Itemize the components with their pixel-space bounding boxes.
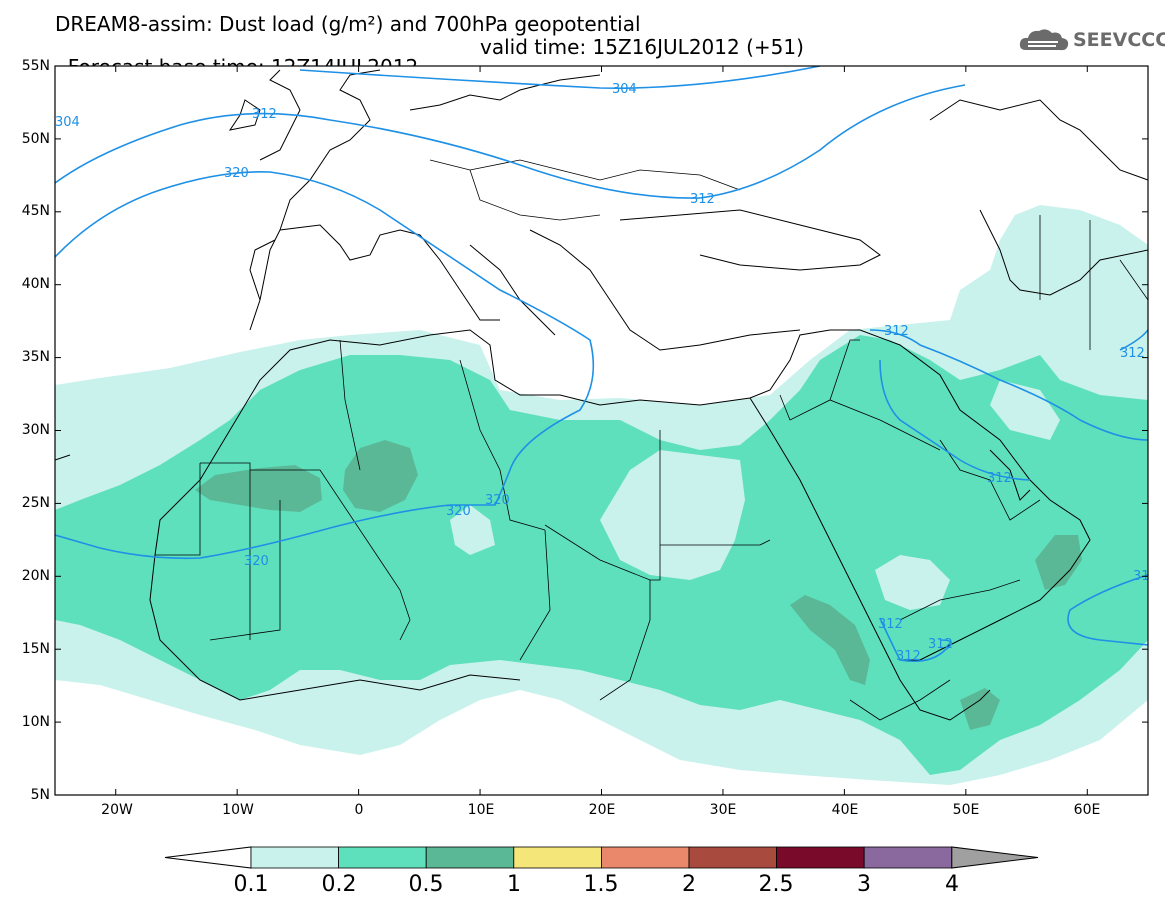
- dust-hole-libya: [600, 450, 745, 580]
- lat-label: 15N: [21, 641, 50, 657]
- contour-label: 312: [884, 324, 909, 339]
- geopotential-contours: [55, 66, 1148, 663]
- dust-region-0.5-somalia: [960, 688, 1000, 730]
- contour-label: 312: [896, 649, 921, 664]
- colorbar-label: 0.1: [233, 872, 269, 897]
- seevccc-logo: SEEVCCC: [1018, 26, 1165, 56]
- lat-label: 30N: [21, 422, 50, 438]
- contour-label: 312: [690, 192, 715, 207]
- lat-label: 50N: [21, 131, 50, 147]
- dust-region-0.5-sudan: [790, 595, 870, 685]
- dust-hole-persia: [990, 380, 1060, 440]
- colorbar-label: 0.5: [408, 872, 444, 897]
- lon-label: 50E: [952, 802, 980, 818]
- contour-label: 304: [612, 82, 637, 97]
- lat-label: 40N: [21, 276, 50, 292]
- colorbar-label: 1.5: [583, 872, 619, 897]
- contour-label: 320: [446, 504, 471, 519]
- contour-label: 312: [1120, 346, 1145, 361]
- colorbar-label: 3: [857, 872, 871, 897]
- lat-label: 55N: [21, 58, 50, 74]
- country-borders: [155, 159, 1148, 721]
- dust-hole-arabia: [875, 555, 950, 610]
- contour-label: 320: [244, 554, 269, 569]
- dust-map: 304 312 320 312 320 320 320 312 312 312 …: [54, 65, 1150, 796]
- cloud-icon: [1019, 29, 1069, 51]
- lat-label: 45N: [21, 203, 50, 219]
- lon-label: 60E: [1073, 802, 1101, 818]
- contour-label: 320: [224, 166, 249, 181]
- lat-label: 25N: [21, 495, 50, 511]
- lon-label: 10E: [467, 802, 495, 818]
- colorbar-label: 1: [507, 872, 521, 897]
- colorbar-label: 2.5: [758, 872, 794, 897]
- lat-label: 5N: [30, 787, 50, 803]
- dust-region-0.5-west: [195, 465, 322, 512]
- dust-hole-algeria: [450, 505, 495, 555]
- lon-label: 30E: [709, 802, 737, 818]
- colorbar-label: 4: [945, 872, 959, 897]
- valid-time: valid time: 15Z16JUL2012 (+51): [480, 35, 804, 59]
- axis-ticks: [55, 66, 1148, 795]
- logo-text: SEEVCCC: [1073, 29, 1165, 51]
- contour-label: 31: [1133, 569, 1150, 584]
- dust-region-0.2: [55, 335, 1148, 775]
- lon-label: 10W: [222, 802, 254, 818]
- contour-labels: 304 312 320 312 320 320 320 312 312 312 …: [55, 82, 1150, 664]
- chart-title: DREAM8-assim: Dust load (g/m²) and 700hP…: [55, 12, 641, 36]
- dust-region-0.5-algeria: [343, 440, 418, 512]
- colorbar-label: 2: [682, 872, 696, 897]
- lon-label: 20E: [588, 802, 616, 818]
- contour-label: 312: [878, 617, 903, 632]
- lon-label: 0: [354, 802, 364, 818]
- lat-label: 20N: [21, 568, 50, 584]
- dust-region-0.5-oman: [1035, 535, 1082, 590]
- lon-label: 20W: [101, 802, 133, 818]
- lon-label: 40E: [831, 802, 859, 818]
- contour-label: 312: [928, 637, 953, 652]
- coastlines: [55, 69, 1148, 721]
- lat-label: 35N: [21, 349, 50, 365]
- contour-label: 320: [485, 493, 510, 508]
- colorbar-label: 0.2: [321, 872, 357, 897]
- lat-label: 10N: [21, 714, 50, 730]
- contour-label: 304: [55, 115, 80, 130]
- contour-label: 312: [987, 471, 1012, 486]
- contour-label: 312: [252, 107, 277, 122]
